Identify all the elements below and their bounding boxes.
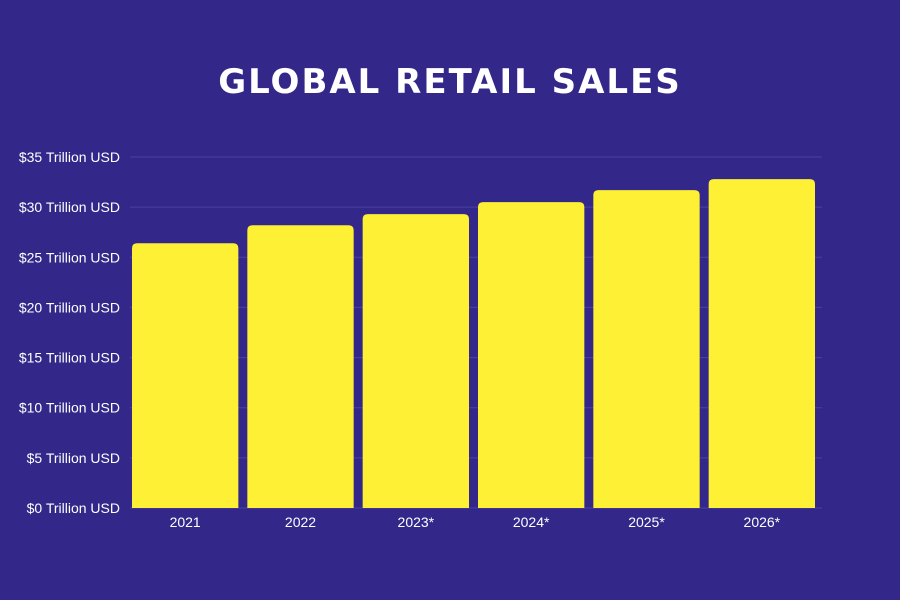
x-tick-label: 2024* bbox=[513, 514, 550, 530]
y-tick-label: $10 Trillion USD bbox=[19, 400, 120, 416]
y-tick-label: $15 Trillion USD bbox=[19, 350, 120, 366]
bar-2023-projected bbox=[362, 214, 469, 509]
y-tick-label: $30 Trillion USD bbox=[19, 199, 120, 215]
y-tick-label: $20 Trillion USD bbox=[19, 299, 120, 315]
x-tick-label: 2021 bbox=[170, 514, 201, 530]
y-tick-label: $0 Trillion USD bbox=[27, 500, 120, 516]
x-axis-ticks: 2021 2022 2023* 2024* 2025* 2026* bbox=[170, 514, 781, 530]
x-tick-label: 2026* bbox=[744, 514, 781, 530]
y-axis-ticks: $0 Trillion USD $5 Trillion USD $10 Trilli… bbox=[19, 149, 120, 516]
bar-2021 bbox=[132, 243, 239, 508]
y-tick-label: $25 Trillion USD bbox=[19, 249, 120, 265]
x-tick-label: 2023* bbox=[398, 514, 435, 530]
x-tick-label: 2022 bbox=[285, 514, 316, 530]
y-tick-label: $35 Trillion USD bbox=[19, 149, 120, 165]
bar-2022 bbox=[247, 225, 354, 509]
bars bbox=[132, 179, 815, 509]
bar-2024-projected bbox=[478, 202, 585, 508]
chart-title: GLOBAL RETAIL SALES bbox=[218, 62, 682, 102]
y-tick-label: $5 Trillion USD bbox=[27, 450, 120, 466]
x-tick-label: 2025* bbox=[628, 514, 665, 530]
bar-2025-projected bbox=[593, 190, 700, 508]
grid-layer bbox=[130, 156, 822, 509]
bar-2026-projected bbox=[708, 179, 815, 508]
